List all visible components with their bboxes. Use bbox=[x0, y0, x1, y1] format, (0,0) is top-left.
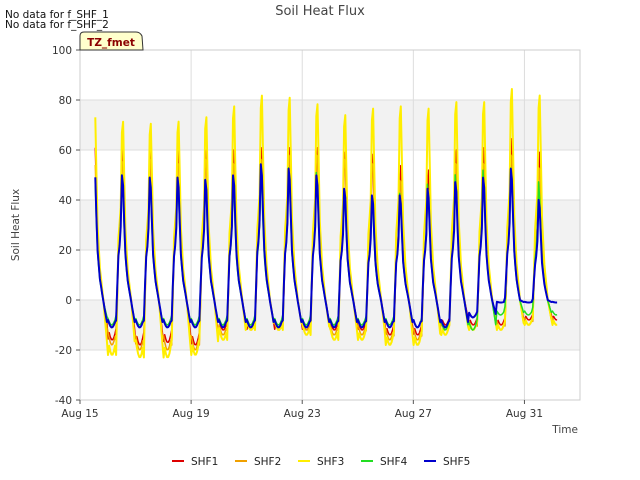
no-data-note-2: No data for f_SHF_2 bbox=[5, 19, 109, 31]
legend-label-shf3: SHF3 bbox=[317, 456, 344, 468]
y-tick-label: 40 bbox=[59, 195, 72, 207]
badge-shape bbox=[79, 31, 144, 51]
band bbox=[80, 100, 580, 150]
band bbox=[80, 200, 580, 250]
x-tick-label: Aug 27 bbox=[395, 408, 432, 420]
y-tick-label: -20 bbox=[55, 345, 72, 357]
y-tick-label: 0 bbox=[65, 295, 72, 307]
series-line-shf5 bbox=[94, 163, 558, 329]
y-tick-label: 20 bbox=[59, 245, 72, 257]
x-tick-label: Aug 19 bbox=[173, 408, 210, 420]
chart-title: Soil Heat Flux bbox=[275, 4, 365, 19]
y-tick-label: 80 bbox=[59, 95, 72, 107]
plot-background bbox=[80, 50, 580, 400]
x-tick-label: Aug 15 bbox=[61, 408, 98, 420]
y-axis-label: Soil Heat Flux bbox=[10, 189, 22, 261]
x-tick-label: Aug 23 bbox=[284, 408, 321, 420]
y-tick-label: -40 bbox=[55, 395, 72, 407]
legend-label-shf4: SHF4 bbox=[380, 456, 408, 468]
x-axis-ticks: Aug 15 Aug 19 Aug 23 Aug 27 Aug 31 bbox=[61, 400, 543, 420]
legend: SHF1 SHF2 SHF3 SHF4 SHF5 bbox=[172, 456, 470, 468]
x-tick-label: Aug 31 bbox=[506, 408, 543, 420]
tz-fmet-badge: TZ_fmet bbox=[79, 31, 144, 51]
y-axis-ticks: -40 -20 0 20 40 60 80 100 bbox=[52, 45, 80, 407]
badge-label: TZ_fmet bbox=[87, 37, 135, 49]
legend-label-shf1: SHF1 bbox=[191, 456, 218, 468]
no-data-note-1: No data for f_SHF_1 bbox=[5, 9, 109, 21]
legend-label-shf2: SHF2 bbox=[254, 456, 281, 468]
y-tick-label: 60 bbox=[59, 145, 72, 157]
plot-frame bbox=[79, 49, 581, 401]
x-axis-label: Time bbox=[551, 424, 578, 436]
series-layer bbox=[94, 88, 558, 359]
legend-label-shf5: SHF5 bbox=[443, 456, 470, 468]
y-tick-label: 100 bbox=[52, 45, 72, 57]
